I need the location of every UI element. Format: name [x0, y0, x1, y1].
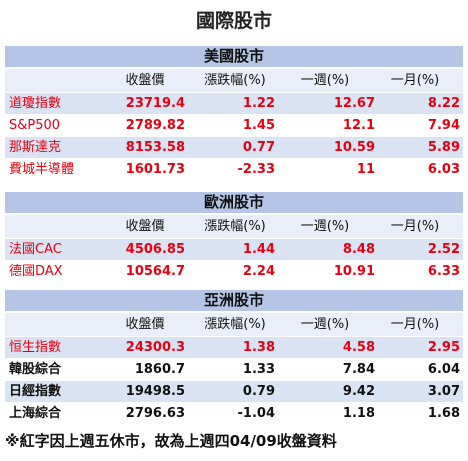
section-title: 亞洲股市 [5, 290, 463, 311]
row-value: 0.79 [242, 384, 275, 399]
row-name: 道瓊指數 [9, 96, 62, 111]
column-header: 一月(%) [390, 219, 440, 234]
row-value: 2789.82 [125, 118, 185, 133]
row-value: 1.33 [242, 362, 275, 377]
row-value: 4.58 [342, 340, 375, 355]
row-value: 1.38 [242, 340, 275, 355]
table-row: S&P500 2789.82 1.45 12.1 7.94 [5, 114, 463, 136]
row-value: 0.77 [242, 140, 275, 155]
column-header-row: 收盤價 漲跌幅(%) 一週(%) 一月(%) [5, 214, 463, 238]
row-name: 上海綜合 [9, 406, 62, 421]
row-value: 2796.63 [125, 406, 185, 421]
row-value: 7.84 [342, 362, 375, 377]
page-title: 國際股市 [195, 10, 272, 32]
table-row: 恒生指數 24300.3 1.38 4.58 2.95 [5, 336, 463, 358]
row-value: 7.94 [427, 118, 460, 133]
row-value: 1.44 [242, 242, 275, 257]
row-value: 10564.7 [125, 264, 185, 279]
column-header: 一月(%) [390, 73, 440, 88]
row-value: 1.45 [242, 118, 275, 133]
column-header: 收盤價 [125, 73, 165, 88]
footnote: ※紅字因上週五休市，故為上週四04/09收盤資料 [5, 432, 337, 450]
row-value: 8.22 [427, 96, 460, 111]
row-value: 11 [356, 162, 375, 177]
table-row: 韓股綜合 1860.7 1.33 7.84 6.04 [5, 358, 463, 380]
section-title: 歐洲股市 [5, 192, 463, 213]
row-value: 1601.73 [125, 162, 185, 177]
section-title: 美國股市 [5, 46, 463, 67]
column-header-row: 收盤價 漲跌幅(%) 一週(%) 一月(%) [5, 68, 463, 92]
row-value: 1860.7 [134, 362, 185, 377]
row-value: 5.89 [427, 140, 460, 155]
row-name: 德國DAX [9, 264, 63, 279]
row-value: 4506.85 [125, 242, 185, 257]
row-value: 1.22 [242, 96, 275, 111]
column-header: 一週(%) [300, 219, 350, 234]
row-value: 2.24 [242, 264, 275, 279]
row-name: 韓股綜合 [9, 362, 62, 377]
column-header: 漲跌幅(%) [204, 219, 266, 234]
table-row: 那斯達克 8153.58 0.77 10.59 5.89 [5, 136, 463, 158]
column-header-row: 收盤價 漲跌幅(%) 一週(%) 一月(%) [5, 312, 463, 336]
row-name: 那斯達克 [9, 140, 62, 155]
row-value: 24300.3 [125, 340, 185, 355]
row-name: 費城半導體 [9, 162, 75, 177]
row-name: 恒生指數 [9, 340, 62, 355]
row-name: 日經指數 [9, 384, 62, 399]
column-header: 收盤價 [125, 219, 165, 234]
row-value: -2.33 [237, 162, 275, 177]
table-row: 德國DAX 10564.7 2.24 10.91 6.33 [5, 260, 463, 282]
row-name: 法國CAC [9, 242, 62, 257]
row-value: 10.91 [333, 264, 375, 279]
table-row: 日經指數 19498.5 0.79 9.42 3.07 [5, 380, 463, 402]
row-name: S&P500 [9, 118, 61, 133]
row-value: 1.18 [342, 406, 375, 421]
table-row: 法國CAC 4506.85 1.44 8.48 2.52 [5, 238, 463, 260]
row-value: 3.07 [427, 384, 460, 399]
column-header: 漲跌幅(%) [204, 317, 266, 332]
row-value: 8153.58 [125, 140, 185, 155]
table-row: 道瓊指數 23719.4 1.22 12.67 8.22 [5, 92, 463, 114]
row-value: 12.67 [333, 96, 375, 111]
column-header: 一月(%) [390, 317, 440, 332]
row-value: 1.68 [427, 406, 460, 421]
table-row: 上海綜合 2796.63 -1.04 1.18 1.68 [5, 402, 463, 424]
row-value: 2.95 [427, 340, 460, 355]
table-row: 費城半導體 1601.73 -2.33 11 6.03 [5, 158, 463, 180]
row-value: 6.33 [427, 264, 460, 279]
column-header: 收盤價 [125, 317, 165, 332]
row-value: 10.59 [333, 140, 375, 155]
row-value: 9.42 [342, 384, 375, 399]
row-value: 8.48 [342, 242, 375, 257]
row-value: 12.1 [342, 118, 375, 133]
row-value: 6.04 [427, 362, 460, 377]
row-value: 2.52 [427, 242, 460, 257]
column-header: 漲跌幅(%) [204, 73, 266, 88]
column-header: 一週(%) [300, 317, 350, 332]
row-value: 23719.4 [125, 96, 185, 111]
row-value: 6.03 [427, 162, 460, 177]
row-value: 19498.5 [125, 384, 185, 399]
row-value: -1.04 [237, 406, 275, 421]
column-header: 一週(%) [300, 73, 350, 88]
